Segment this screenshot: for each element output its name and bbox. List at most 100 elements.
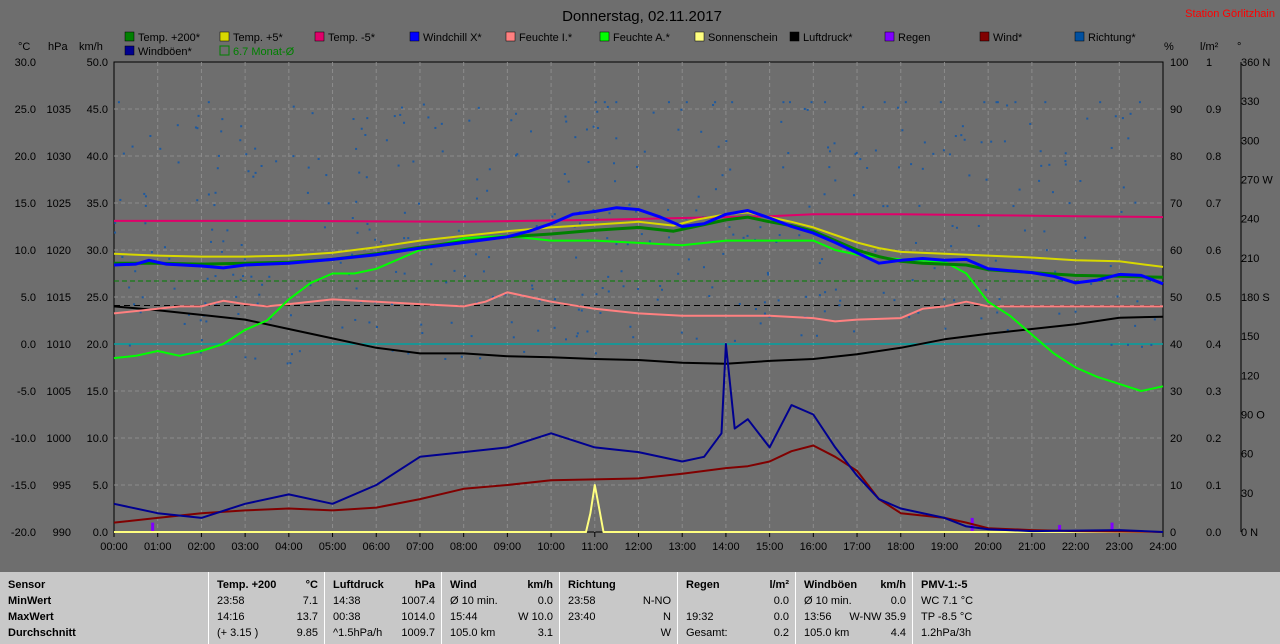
- speed-tick: 40.0: [87, 151, 108, 163]
- direction-dot: [963, 138, 966, 141]
- direction-dot: [667, 101, 670, 104]
- direction-dot: [567, 180, 570, 183]
- stats-table: Sensor MinWert MaxWert Durchschnitt Temp…: [0, 572, 1280, 644]
- speed-tick: 20.0: [87, 339, 108, 351]
- direction-dot: [808, 205, 811, 208]
- direction-dot: [636, 165, 639, 168]
- temp-row: 23:58 7.1: [209, 593, 324, 609]
- direction-dot: [430, 263, 433, 266]
- pmv-row: WC 7.1 °C: [913, 593, 1280, 609]
- direction-dot: [977, 224, 980, 227]
- richtung-row-right: N: [663, 611, 671, 623]
- wind-header: Wind km/h: [442, 577, 559, 593]
- direction-dot: [475, 197, 478, 200]
- direction-dot: [728, 226, 731, 229]
- direction-dot: [239, 278, 242, 281]
- legend-label: 6.7 Monat-Ø: [233, 46, 295, 58]
- direction-dot: [1064, 160, 1067, 163]
- direction-dot: [1054, 270, 1057, 273]
- temp-tick: 30.0: [15, 57, 36, 69]
- regen-row-right: 0.0: [773, 595, 789, 607]
- direction-dot: [702, 266, 705, 269]
- direction-dot: [953, 299, 956, 302]
- direction-dot: [585, 128, 588, 131]
- direction-dot: [128, 286, 131, 289]
- direction-dot: [592, 208, 595, 211]
- direction-dot: [339, 261, 342, 264]
- direction-dot: [290, 353, 293, 356]
- direction-dot: [1023, 229, 1026, 232]
- direction-dot: [565, 120, 568, 123]
- direction-dot: [695, 209, 698, 212]
- direction-dot: [818, 294, 821, 297]
- direction-dot: [242, 275, 245, 278]
- direction-dot: [788, 101, 791, 104]
- direction-dot: [787, 152, 790, 155]
- direction-dot: [390, 303, 393, 306]
- direction-dot: [240, 125, 243, 128]
- direction-dot: [677, 272, 680, 275]
- direction-dot: [897, 106, 900, 109]
- direction-dot: [777, 299, 780, 302]
- direction-dot: [746, 234, 749, 237]
- series-sonnenschein: [114, 484, 1163, 533]
- rain-tick: 0.3: [1206, 386, 1221, 398]
- pressure-tick: 1010: [47, 339, 71, 351]
- boeen-header-left: Windböen: [804, 579, 858, 591]
- direction-dot: [197, 114, 200, 117]
- direction-dot: [1138, 101, 1141, 104]
- direction-dot: [874, 149, 877, 152]
- direction-dot: [824, 291, 827, 294]
- druck-row-right: 1007.4: [401, 595, 435, 607]
- x-tick-label: 20:00: [974, 541, 1002, 553]
- direction-dot: [1099, 101, 1102, 104]
- direction-dot: [482, 270, 485, 273]
- direction-dot: [1140, 345, 1143, 348]
- direction-dot: [708, 295, 711, 298]
- direction-dot: [217, 154, 220, 157]
- series-windchill: [113, 206, 1164, 286]
- x-tick-label: 03:00: [231, 541, 259, 553]
- direction-dot: [422, 103, 425, 106]
- direction-dot: [516, 153, 519, 156]
- direction-dot: [128, 344, 131, 347]
- direction-dot: [594, 352, 597, 355]
- direction-dot: [531, 287, 534, 290]
- speed-tick: 5.0: [93, 480, 108, 492]
- percent-tick: 20: [1170, 433, 1182, 445]
- direction-dot: [714, 188, 717, 191]
- richtung-row-left: 23:58: [568, 595, 596, 607]
- direction-dot: [444, 357, 447, 360]
- legend-swatch: [124, 31, 135, 42]
- direction-dot: [606, 237, 609, 240]
- direction-dot: [667, 208, 670, 211]
- direction-tick: 180 S: [1241, 292, 1270, 304]
- direction-dot: [680, 108, 683, 111]
- direction-dot: [615, 137, 618, 140]
- direction-dot: [862, 106, 865, 109]
- direction-dot: [149, 135, 152, 138]
- speed-tick: 10.0: [87, 433, 108, 445]
- header-temp: °C: [18, 41, 30, 53]
- legend-swatch: [599, 31, 610, 42]
- direction-dot: [983, 101, 986, 104]
- direction-dot: [275, 160, 278, 163]
- direction-dot: [375, 326, 378, 329]
- wind-row: 105.0 km 3.1: [442, 625, 559, 641]
- direction-dot: [575, 335, 578, 338]
- direction-dot: [643, 150, 646, 153]
- temp-row: (+ 3.15 ) 9.85: [209, 625, 324, 641]
- chart-title: Donnerstag, 02.11.2017: [562, 8, 722, 25]
- direction-dot: [385, 139, 388, 142]
- direction-dot: [403, 237, 406, 240]
- direction-dot: [980, 317, 983, 320]
- direction-dot: [1014, 101, 1017, 104]
- grid: [114, 62, 1163, 532]
- direction-dot: [933, 267, 936, 270]
- x-tick-label: 02:00: [188, 541, 216, 553]
- wind-row-left: 15:44: [450, 611, 478, 623]
- direction-dot: [1084, 236, 1087, 239]
- direction-dot: [960, 134, 963, 137]
- wind-row-right: 3.1: [537, 627, 553, 639]
- direction-dot: [421, 332, 424, 335]
